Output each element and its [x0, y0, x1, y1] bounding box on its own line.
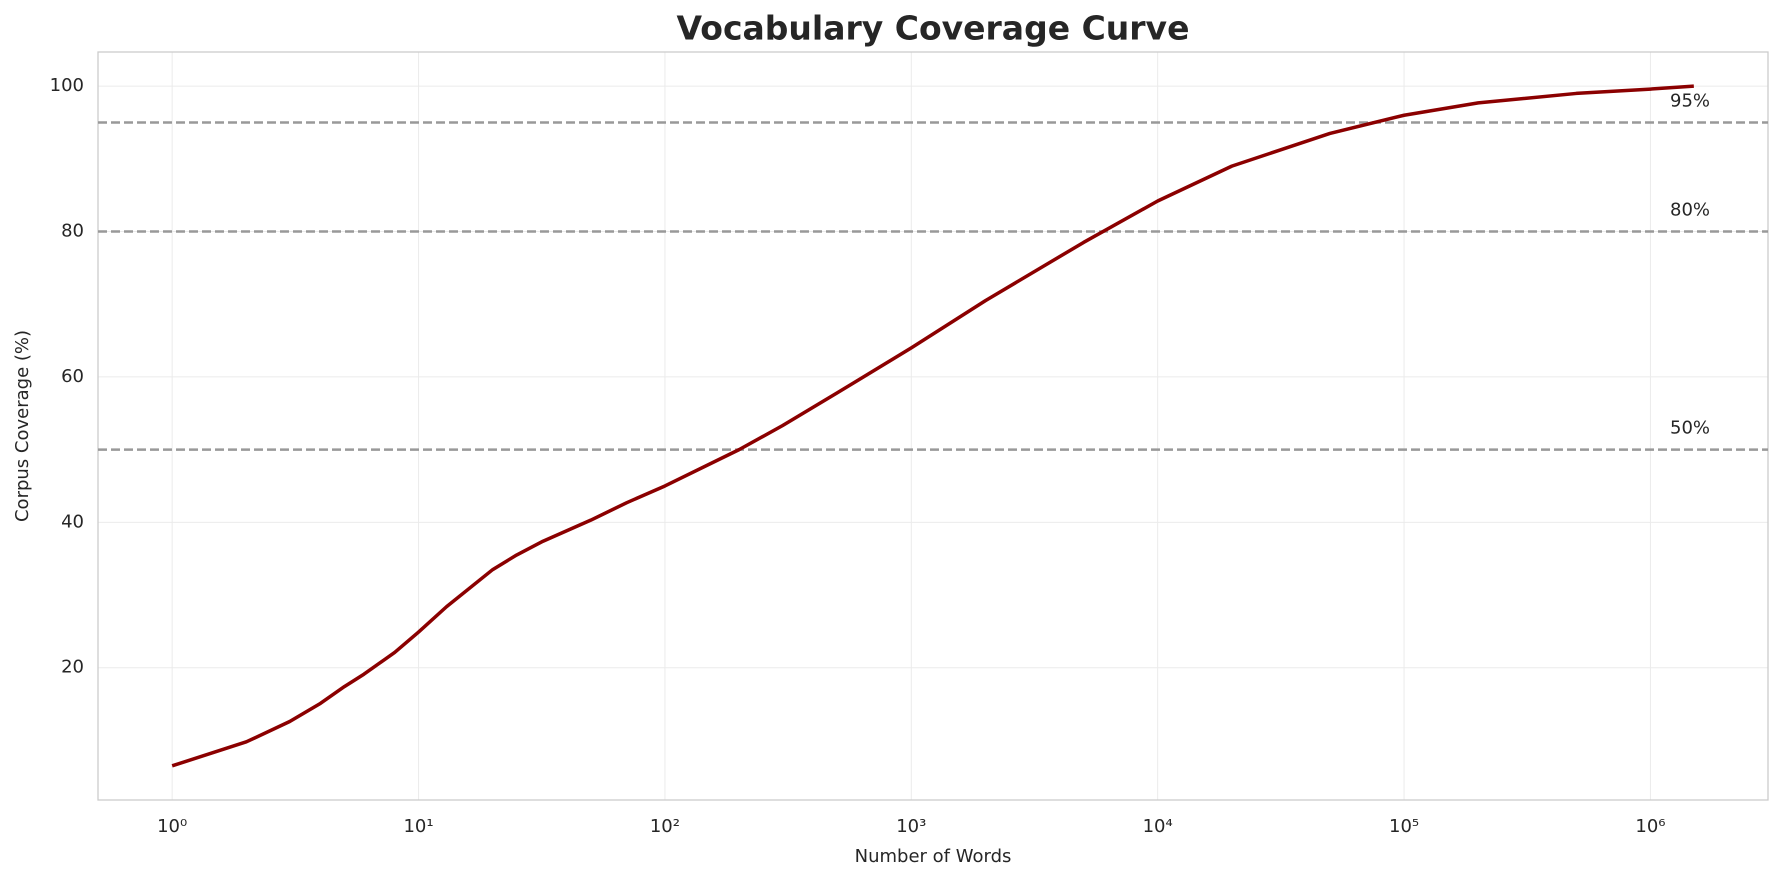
reference-label: 80%: [1670, 200, 1710, 221]
x-tick-label: 10²: [650, 816, 680, 837]
data-line: [171, 84, 1694, 768]
reference-label: 50%: [1670, 418, 1710, 439]
y-tick-label: 20: [61, 657, 84, 678]
x-tick-label: 10³: [896, 816, 926, 837]
y-tick-label: 40: [61, 511, 84, 532]
x-tick-label: 10¹: [403, 816, 433, 837]
y-tick-label: 100: [50, 75, 84, 96]
x-tick-label: 10⁶: [1635, 816, 1665, 837]
y-axis-label: Corpus Coverage (%): [12, 330, 33, 522]
reference-label: 95%: [1670, 91, 1710, 112]
y-tick-label: 60: [61, 366, 84, 387]
x-tick-label: 10⁴: [1143, 816, 1173, 837]
y-tick-label: 80: [61, 221, 84, 242]
x-tick-label: 10⁵: [1389, 816, 1419, 837]
chart-title: Vocabulary Coverage Curve: [677, 9, 1190, 48]
plot-frame: [97, 51, 1769, 801]
x-tick-label: 10⁰: [157, 816, 187, 837]
x-axis-label: Number of Words: [855, 846, 1012, 867]
